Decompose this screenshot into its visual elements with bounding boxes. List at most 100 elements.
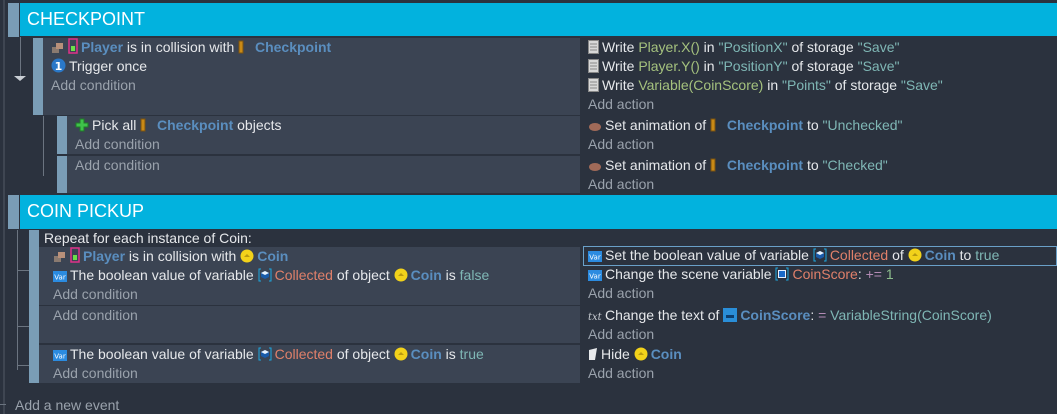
player-icon [70, 247, 80, 268]
condition-row[interactable]: Var The boolean value of variable Collect… [45, 266, 580, 285]
sentence-text: Hide [601, 346, 634, 362]
event-handle[interactable] [57, 156, 67, 193]
add-action-link[interactable]: Add action [580, 364, 1057, 383]
sentence-text: : [857, 266, 866, 282]
action-row[interactable]: Var Set the boolean value of variable Col… [580, 246, 1057, 265]
condition-row[interactable]: Player is in collision with Coin [45, 247, 580, 266]
conditions-panel[interactable]: Pick all Checkpoint objects Add condition [67, 116, 580, 154]
add-action-link[interactable]: Add action [580, 135, 1057, 154]
group-handle[interactable] [8, 3, 19, 37]
group-header-checkpoint[interactable]: CHECKPOINT [20, 3, 1057, 36]
sentence-text: of object [332, 267, 394, 283]
variable-icon: Var [53, 268, 67, 287]
checkpoint-icon [238, 40, 244, 59]
repeat-label[interactable]: Repeat for each instance of Coin: [44, 230, 252, 246]
add-condition-link[interactable]: Add condition [45, 306, 580, 325]
sentence-text: of storage [787, 58, 858, 74]
tree-line [20, 37, 21, 79]
action-row[interactable]: txt Change the text of CoinScore: = Varia… [580, 306, 1057, 325]
action-row[interactable]: Var Change the scene variable CoinScore: … [580, 265, 1057, 284]
add-action-link[interactable]: Add action [580, 325, 1057, 344]
conditions-panel[interactable]: Add condition [67, 156, 580, 193]
object-variable-icon [258, 347, 272, 366]
action-row[interactable]: Write Variable(CoinScore) in "Points" of… [580, 76, 1057, 95]
add-action-link[interactable]: Add action [580, 95, 1057, 114]
actions-panel[interactable]: Var Set the boolean value of variable Col… [580, 246, 1057, 304]
action-row[interactable]: Hide Coin [580, 345, 1057, 364]
collision-icon [53, 249, 67, 268]
object-name: Player [83, 248, 126, 264]
action-row[interactable]: Set animation of Checkpoint to "Unchecke… [580, 116, 1057, 135]
add-new-event-link[interactable]: Add a new event [15, 397, 120, 413]
parameter-value: "Save" [857, 39, 900, 55]
add-condition-link[interactable]: Add condition [67, 156, 580, 175]
repeat-event-handle[interactable] [29, 230, 39, 383]
conditions-panel[interactable]: Player is in collision with Coin Var The b… [39, 247, 580, 305]
group-handle[interactable] [8, 195, 19, 229]
sentence-text: Trigger once [69, 58, 148, 74]
sentence-text[interactable]: Add condition [53, 286, 138, 302]
event-handle[interactable] [33, 38, 43, 115]
sentence-text: in [699, 39, 719, 55]
condition-row[interactable]: 1 Trigger once [43, 57, 580, 76]
add-condition-link[interactable]: Add condition [45, 364, 580, 383]
object-name: Coin [924, 247, 956, 263]
sentence-text: to [955, 247, 976, 263]
coin-icon [634, 347, 648, 366]
condition-row[interactable]: Player is in collision with Checkpoint [43, 38, 580, 57]
event-handle[interactable] [57, 116, 67, 154]
object-name: Checkpoint [719, 157, 804, 173]
parameter-value: false [459, 267, 490, 283]
add-condition-link[interactable]: Add condition [45, 285, 580, 304]
action-row[interactable]: Write Player.Y() in "PositionY" of stora… [580, 57, 1057, 76]
expression: Player.X() [638, 39, 700, 55]
actions-panel[interactable]: Hide Coin Add action [580, 345, 1057, 383]
conditions-panel[interactable]: Player is in collision with Checkpoint 1 T… [43, 38, 580, 115]
coin-icon [240, 249, 254, 268]
actions-panel[interactable]: Set animation of Checkpoint to "Checked"… [580, 156, 1057, 193]
add-action-link[interactable]: Add action [580, 175, 1057, 194]
variable-name: CoinScore [792, 266, 858, 282]
svg-text:Var: Var [54, 274, 66, 282]
actions-panel[interactable]: Write Player.X() in "PositionX" of stora… [580, 38, 1057, 115]
collapse-arrow-icon[interactable] [14, 76, 26, 81]
parameter-value: "Save" [857, 58, 900, 74]
sentence-text[interactable]: Add action [588, 285, 655, 301]
sentence-text[interactable]: Add action [588, 136, 655, 152]
sentence-text: : [810, 307, 819, 323]
object-name: Coin [650, 346, 682, 362]
sentence-text[interactable]: Add condition [75, 157, 160, 173]
sentence-text[interactable]: Add condition [53, 307, 138, 323]
sentence-text[interactable]: Add condition [51, 77, 136, 93]
actions-panel[interactable]: txt Change the text of CoinScore: = Varia… [580, 306, 1057, 343]
svg-text:Var: Var [54, 353, 66, 361]
conditions-panel[interactable]: Add condition [39, 306, 580, 343]
sentence-text: += [865, 266, 882, 282]
condition-row[interactable]: Pick all Checkpoint objects [67, 116, 580, 135]
expression: Player.Y() [638, 58, 700, 74]
text-object-icon [723, 308, 738, 327]
sentence-text[interactable]: Add condition [53, 365, 138, 381]
add-condition-link[interactable]: Add condition [43, 76, 580, 95]
sentence-text[interactable]: Add action [588, 326, 655, 342]
trigger-once-icon: 1 [51, 58, 66, 78]
checkpoint-icon [140, 118, 146, 137]
group-header-coin-pickup[interactable]: COIN PICKUP [20, 195, 1057, 229]
coin-icon [394, 268, 408, 287]
tree-line [0, 404, 6, 405]
tree-line [17, 326, 29, 327]
sentence-text[interactable]: Add action [588, 96, 655, 112]
sentence-text[interactable]: Add condition [75, 136, 160, 152]
sentence-text: Change the text of [605, 307, 724, 323]
sentence-text[interactable]: Add action [588, 365, 655, 381]
add-action-link[interactable]: Add action [580, 284, 1057, 303]
condition-row[interactable]: Var The boolean value of variable Collect… [45, 345, 580, 364]
add-condition-link[interactable]: Add condition [67, 135, 580, 154]
action-row[interactable]: Set animation of Checkpoint to "Checked" [580, 156, 1057, 175]
actions-panel[interactable]: Set animation of Checkpoint to "Unchecke… [580, 116, 1057, 154]
action-row[interactable]: Write Player.X() in "PositionX" of stora… [580, 38, 1057, 57]
object-name: Checkpoint [247, 39, 332, 55]
object-name: Coin [257, 248, 289, 264]
conditions-panel[interactable]: Var The boolean value of variable Collect… [39, 345, 580, 383]
sentence-text[interactable]: Add action [588, 176, 655, 192]
